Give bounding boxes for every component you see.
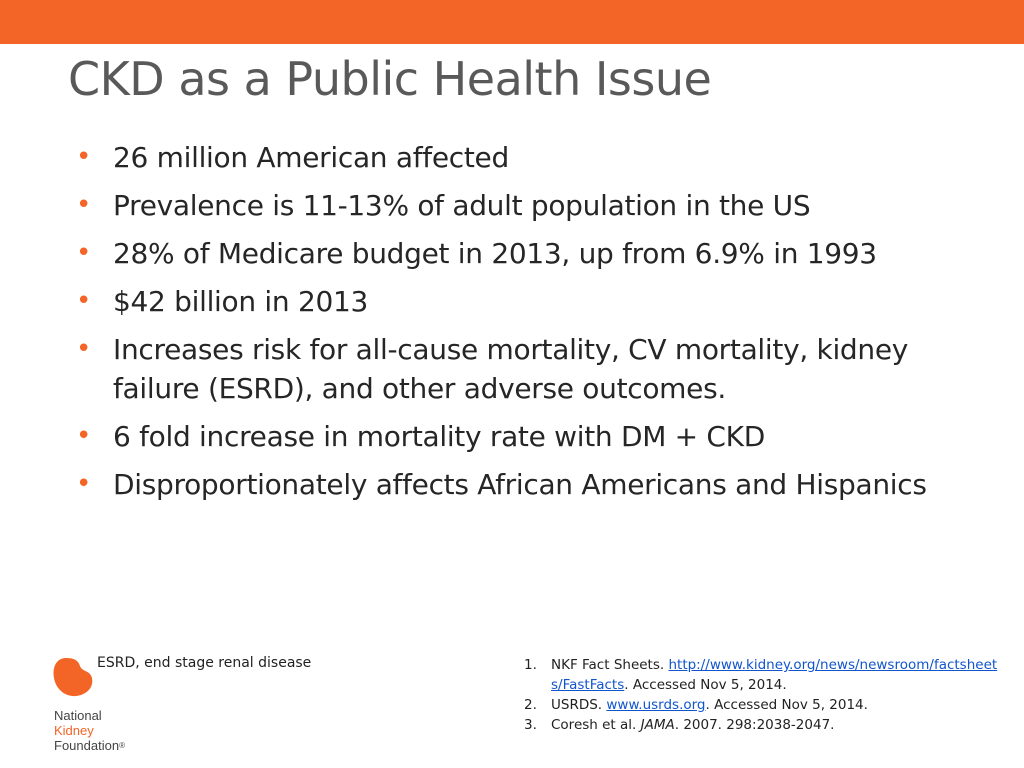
- bullet-item: • 26 million American affected: [72, 138, 982, 177]
- reference-text: . Accessed Nov 5, 2014.: [705, 697, 868, 713]
- bullet-item: • 28% of Medicare budget in 2013, up from…: [72, 234, 982, 273]
- bullet-text: Disproportionately affects African Ameri…: [113, 468, 927, 501]
- reference-item: 1. NKF Fact Sheets. http://www.kidney.org…: [520, 655, 1000, 695]
- reference-link[interactable]: http://www.kidney.org/news/newsroom/fact…: [551, 657, 998, 693]
- bullet-item: • Increases risk for all-cause mortality,…: [72, 330, 982, 408]
- bullet-dot-icon: •: [76, 421, 92, 451]
- reference-number: 1.: [524, 657, 537, 673]
- slide-title: CKD as a Public Health Issue: [68, 52, 712, 106]
- reference-text: . Accessed Nov 5, 2014.: [624, 677, 787, 693]
- bullet-dot-icon: •: [76, 238, 92, 268]
- reference-link[interactable]: www.usrds.org: [606, 697, 706, 713]
- bullet-text: Prevalence is 11-13% of adult population…: [113, 189, 811, 222]
- bullet-dot-icon: •: [76, 142, 92, 172]
- logo-text-foundation: Foundation®: [54, 738, 125, 753]
- bullet-text: Increases risk for all-cause mortality, …: [113, 333, 909, 405]
- reference-text: NKF Fact Sheets.: [551, 657, 669, 673]
- bullet-item: • Disproportionately affects African Amer…: [72, 465, 982, 504]
- kidney-icon: [53, 658, 93, 697]
- bullet-text: 26 million American affected: [113, 141, 509, 174]
- bullet-text: 6 fold increase in mortality rate with D…: [113, 420, 765, 453]
- reference-number: 3.: [524, 717, 537, 733]
- bullet-text: 28% of Medicare budget in 2013, up from …: [113, 237, 877, 270]
- logo-text-kidney: Kidney: [54, 723, 94, 738]
- reference-number: 2.: [524, 697, 537, 713]
- reference-text: Coresh et al.: [551, 717, 641, 733]
- bullet-text: $42 billion in 2013: [113, 285, 368, 318]
- bullet-item: • $42 billion in 2013: [72, 282, 982, 321]
- reference-item: 3. Coresh et al. JAMA. 2007. 298:2038-204…: [520, 715, 1000, 735]
- bullet-item: • 6 fold increase in mortality rate with …: [72, 417, 982, 456]
- reference-item: 2. USRDS. www.usrds.org. Accessed Nov 5, …: [520, 695, 1000, 715]
- references-list: 1. NKF Fact Sheets. http://www.kidney.org…: [520, 655, 1000, 735]
- bullet-dot-icon: •: [76, 286, 92, 316]
- logo-text-national: National: [54, 708, 102, 723]
- bullet-dot-icon: •: [76, 190, 92, 220]
- abbreviation-footnote: ESRD, end stage renal disease: [97, 655, 312, 671]
- top-accent-bar: [0, 0, 1024, 44]
- bullet-dot-icon: •: [76, 334, 92, 364]
- bullet-list: • 26 million American affected • Prevalenc…: [72, 138, 982, 513]
- nkf-logo: National Kidney Foundation®: [52, 656, 162, 756]
- bullet-item: • Prevalence is 11-13% of adult populatio…: [72, 186, 982, 225]
- reference-text: . 2007. 298:2038-2047.: [674, 717, 835, 733]
- logo-text-foundation-word: Foundation: [54, 738, 120, 753]
- bullet-dot-icon: •: [76, 469, 92, 499]
- reference-journal: JAMA: [640, 717, 675, 733]
- reference-text: USRDS.: [551, 697, 607, 713]
- registered-mark: ®: [119, 741, 125, 750]
